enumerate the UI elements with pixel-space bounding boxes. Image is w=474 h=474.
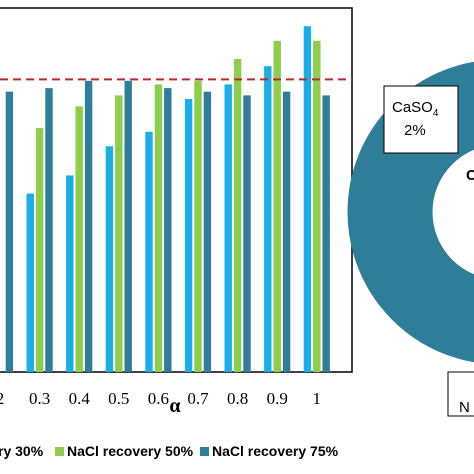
bar-1-0.8: [224, 84, 232, 373]
bar-1-0.6: [145, 131, 153, 372]
bar-1-0.9: [264, 66, 272, 372]
bar-1-0.7: [184, 99, 193, 372]
bar-3-0.3: [45, 88, 53, 372]
bar-1-0.3: [26, 193, 34, 372]
x-tick-label: 0.7: [187, 389, 209, 408]
legend-label-series1: ry 30%: [0, 443, 44, 459]
callout-partial-text: N: [459, 399, 470, 416]
bar-2-0.3: [35, 128, 44, 372]
x-tick-label: 0.8: [227, 389, 248, 408]
bar-1-1: [303, 26, 312, 372]
legend-label-series3: NaCl recovery 75%: [212, 443, 339, 459]
x-tick-label: 0.3: [29, 389, 50, 408]
bar-3-0.9: [282, 91, 291, 372]
donut-ring: [347, 61, 474, 363]
bar-3-0.5: [124, 80, 132, 373]
bar-3-0.7: [203, 91, 212, 372]
x-tick-labels: 2 0.3 0.4 0.5 0.6 0.7 0.8 0.9 1: [0, 389, 321, 408]
callout-caso4: CaSO4 2%: [383, 85, 459, 154]
callout-formula: CaSO4: [392, 99, 439, 119]
bar-3-0.2: [5, 91, 14, 372]
x-tick-label: 0.4: [69, 389, 91, 408]
donut-partial-letter: C: [466, 167, 474, 184]
bar-2-1: [313, 40, 321, 373]
bar-2-0.9: [273, 40, 281, 373]
x-tick-label: 0.5: [108, 389, 129, 408]
bar-2-0.6: [154, 84, 163, 373]
bar-3-0.8: [243, 95, 251, 373]
x-tick-label: 0.6: [148, 389, 169, 408]
bar-3-1: [322, 95, 330, 373]
legend-label-series2: NaCl recovery 50%: [67, 443, 194, 459]
bar-1-0.4: [66, 175, 74, 372]
bar-3-0.6: [164, 88, 172, 372]
bar-2-0.7: [194, 80, 202, 373]
bar-1-0.5: [105, 146, 114, 372]
callout-box-partial: [447, 371, 474, 417]
legend-swatch-series3: [200, 447, 209, 456]
x-tick-label: 0.9: [267, 389, 288, 408]
bar-2-0.5: [115, 95, 123, 373]
bar-2-0.4: [75, 106, 83, 373]
bar-group: [5, 26, 330, 373]
callout-box: [383, 85, 459, 154]
legend-swatch-series2: [55, 447, 64, 456]
x-axis-title: α: [169, 395, 180, 417]
x-tick-label: 2: [0, 389, 4, 408]
legend: ry 30% NaCl recovery 50% NaCl recovery 7…: [0, 443, 339, 459]
bar-2-0.8: [233, 59, 242, 372]
donut-chart: CaSO4 2% C N: [347, 61, 474, 417]
x-tick-label: 1: [313, 389, 322, 408]
bar-3-0.4: [84, 80, 93, 373]
callout-percent: 2%: [404, 122, 426, 139]
plot-frame: [0, 7, 353, 373]
callout-partial: N: [447, 371, 474, 417]
